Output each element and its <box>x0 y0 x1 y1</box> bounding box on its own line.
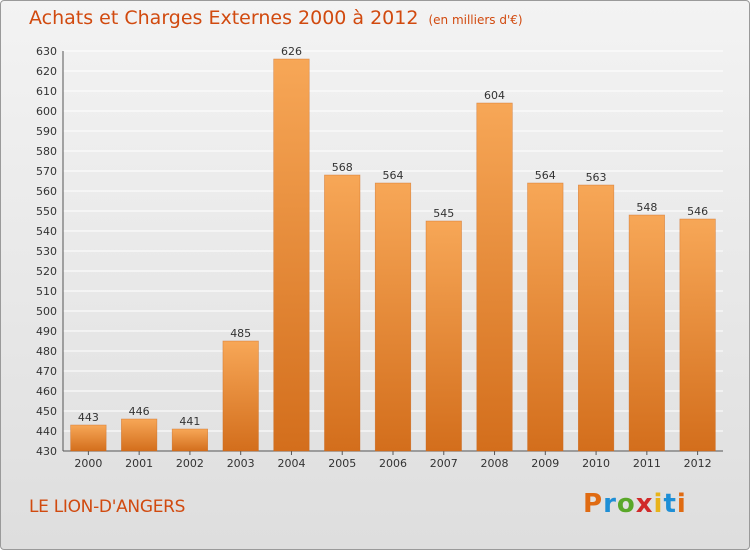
bar-outline <box>374 182 412 452</box>
y-tick-label: 460 <box>36 385 57 398</box>
y-tick-label: 620 <box>36 65 57 78</box>
bar <box>121 419 157 451</box>
bar-value-label: 446 <box>129 405 150 418</box>
y-tick-label: 610 <box>36 85 57 98</box>
bar-value-label: 564 <box>383 169 404 182</box>
bar-outline <box>324 174 361 452</box>
bar <box>172 429 208 451</box>
chart-subtitle: (en milliers d'€) <box>428 13 523 27</box>
logo-letter: r <box>603 489 617 519</box>
y-tick-label: 440 <box>36 425 57 438</box>
logo-letter: o <box>616 489 636 519</box>
x-tick-label: 2011 <box>633 457 661 470</box>
y-tick-label: 550 <box>36 205 57 218</box>
x-tick-label: 2004 <box>277 457 305 470</box>
bar <box>527 183 564 451</box>
logo-letter: t <box>663 489 677 519</box>
bar-value-label: 604 <box>484 89 505 102</box>
bar-value-label: 564 <box>535 169 556 182</box>
logo-letter: x <box>635 489 654 519</box>
y-tick-label: 430 <box>36 445 57 458</box>
bar-value-label: 563 <box>586 171 607 184</box>
logo-letter: i <box>676 489 687 519</box>
chart-title: Achats et Charges Externes 2000 à 2012 (e… <box>29 7 523 29</box>
bar <box>324 175 360 451</box>
bar-value-label: 441 <box>179 415 200 428</box>
y-tick-label: 510 <box>36 285 57 298</box>
bar-value-label: 485 <box>230 327 251 340</box>
bar-outline <box>273 58 310 452</box>
bar <box>578 185 614 451</box>
y-tick-label: 450 <box>36 405 57 418</box>
bar <box>273 59 310 451</box>
labels: 443 446 441 485 626 568 564 545 604 564 563 548 546 <box>78 45 708 428</box>
bar <box>222 341 259 451</box>
bar-value-label: 568 <box>332 161 353 174</box>
y-tick-label: 500 <box>36 305 57 318</box>
y-tick-label: 540 <box>36 225 57 238</box>
bar-outline <box>171 428 208 452</box>
bar-value-label: 545 <box>433 207 454 220</box>
x-tick-label: 2007 <box>430 457 458 470</box>
bar <box>375 183 411 451</box>
y-tick-label: 600 <box>36 105 57 118</box>
bar-outline <box>527 182 564 452</box>
x-tick-label: 2006 <box>379 457 407 470</box>
bars <box>70 58 716 452</box>
x-tick-label: 2009 <box>531 457 559 470</box>
x-tick-label: 2003 <box>227 457 255 470</box>
y-tick-label: 490 <box>36 325 57 338</box>
logo-letter: P <box>583 489 604 519</box>
logo-letter: i <box>653 489 664 519</box>
y-tick-label: 560 <box>36 185 57 198</box>
x-tick-label: 2010 <box>582 457 610 470</box>
bar-outline <box>578 184 615 452</box>
y-tick-label: 530 <box>36 245 57 258</box>
bar <box>629 215 665 451</box>
bar-outline <box>70 424 107 452</box>
proxiti-logo[interactable]: Proxiti <box>583 489 687 519</box>
y-tick-label: 570 <box>36 165 57 178</box>
y-tick-label: 470 <box>36 365 57 378</box>
x-tick-label: 2005 <box>328 457 356 470</box>
bar-outline <box>121 418 158 452</box>
bar-value-label: 548 <box>636 201 657 214</box>
bar <box>70 425 107 451</box>
bar-outline <box>679 218 716 452</box>
bar <box>476 103 513 451</box>
bar <box>679 219 716 451</box>
y-tick-label: 580 <box>36 145 57 158</box>
x-tick-label: 2002 <box>176 457 204 470</box>
y-tick-label: 480 <box>36 345 57 358</box>
y-tick-label: 590 <box>36 125 57 138</box>
x-tick-label: 2012 <box>684 457 712 470</box>
bar-value-label: 443 <box>78 411 99 424</box>
y-tick-label: 630 <box>36 45 57 58</box>
location-label: LE LION-D'ANGERS <box>29 497 186 517</box>
x-tick-label: 2000 <box>74 457 102 470</box>
x-tick-label: 2001 <box>125 457 153 470</box>
x-tick-label: 2008 <box>481 457 509 470</box>
bar-outline <box>476 102 513 452</box>
bar-outline <box>425 220 462 452</box>
axes: 430 440 450 460 470 480 490 500 510 520 530 540 550 5… <box>36 45 723 470</box>
bar-outline <box>628 214 665 452</box>
bar-outline <box>222 340 259 452</box>
title-text: Achats et Charges Externes 2000 à 2012 <box>29 7 419 29</box>
bar <box>426 221 462 451</box>
y-tick-label: 520 <box>36 265 57 278</box>
bar-value-label: 546 <box>687 205 708 218</box>
bar-value-label: 626 <box>281 45 302 58</box>
